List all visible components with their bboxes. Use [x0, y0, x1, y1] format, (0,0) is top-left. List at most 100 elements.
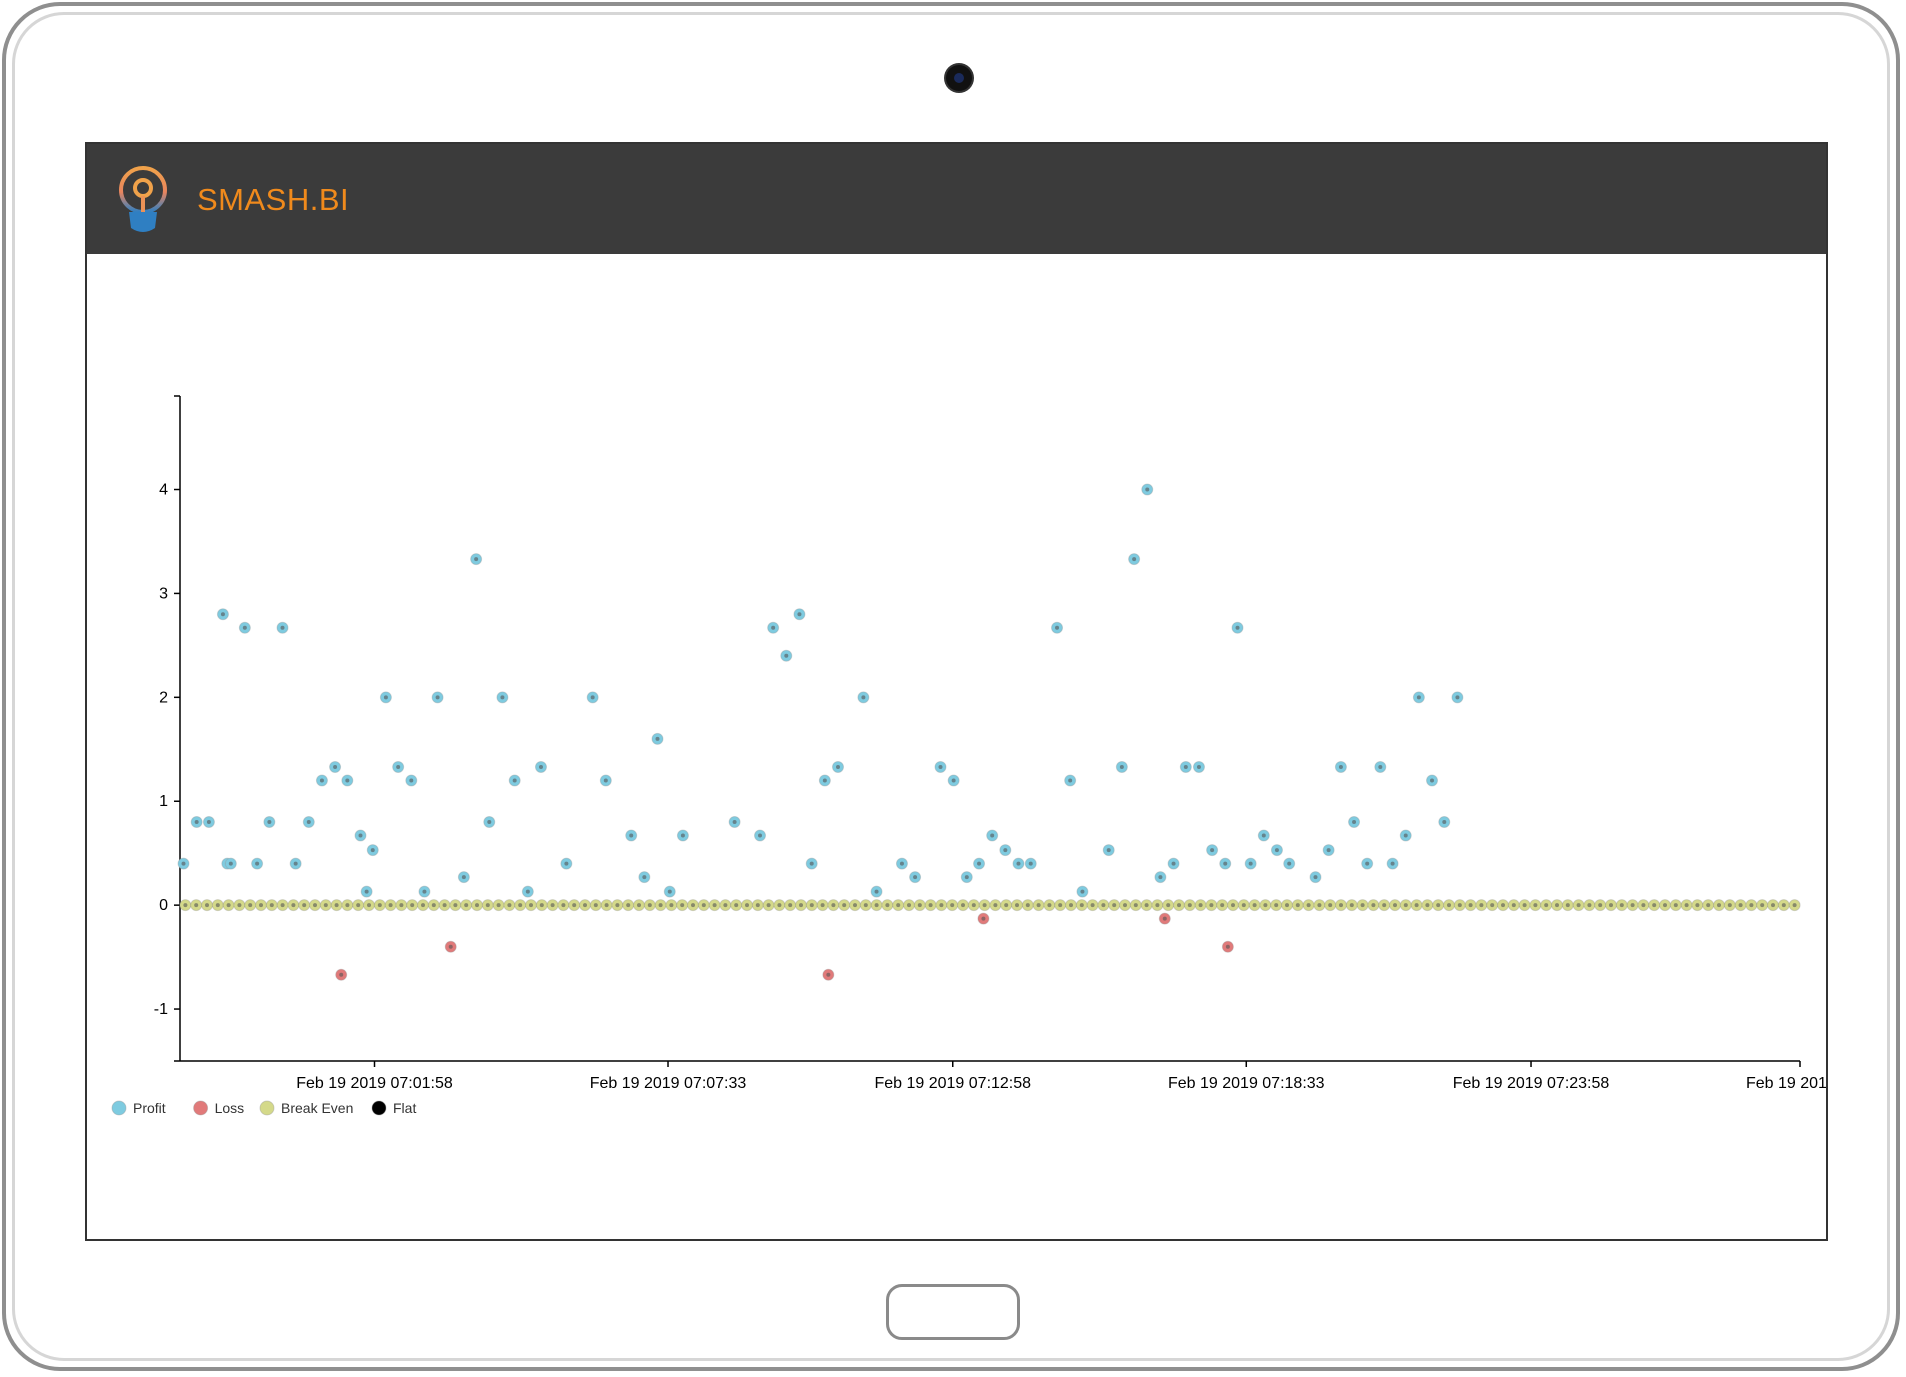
- profit-point-center: [629, 833, 634, 838]
- profit-point-center: [784, 653, 789, 658]
- profit-point-center: [861, 695, 866, 700]
- profit-point-center: [181, 861, 186, 866]
- profit-point-center: [409, 778, 414, 783]
- break-even-point-center: [550, 903, 555, 908]
- profit-point-center: [1326, 848, 1331, 853]
- break-even-point-center: [302, 903, 307, 908]
- break-even-point-center: [766, 903, 771, 908]
- break-even-point-center: [939, 903, 944, 908]
- profit-point-center: [435, 695, 440, 700]
- profit-point-center: [1171, 861, 1176, 866]
- break-even-point-center: [647, 903, 652, 908]
- break-even-point-center: [1436, 903, 1441, 908]
- profit-point-center: [1068, 778, 1073, 783]
- camera-icon: [946, 65, 972, 91]
- profit-point-center: [1442, 820, 1447, 825]
- break-even-point-center: [1490, 903, 1495, 908]
- break-even-point-center: [1749, 903, 1754, 908]
- break-even-point-center: [1727, 903, 1732, 908]
- profit-point-center: [990, 833, 995, 838]
- break-even-point-center: [410, 903, 415, 908]
- x-tick-label: Feb 19 2019: [1746, 1075, 1828, 1092]
- break-even-point-center: [1306, 903, 1311, 908]
- profit-point-center: [835, 764, 840, 769]
- profit-point-center: [1183, 764, 1188, 769]
- break-even-point-center: [1274, 903, 1279, 908]
- profit-point-center: [1119, 764, 1124, 769]
- home-button[interactable]: [886, 1284, 1020, 1340]
- break-even-point-center: [323, 903, 328, 908]
- break-even-point-center: [615, 903, 620, 908]
- profit-point-center: [345, 778, 350, 783]
- break-even-point-center: [356, 903, 361, 908]
- break-even-point-center: [831, 903, 836, 908]
- break-even-point-center: [1004, 903, 1009, 908]
- profit-point-center: [1106, 848, 1111, 853]
- break-even-point-center: [1015, 903, 1019, 908]
- legend-marker-flat: [371, 1100, 387, 1116]
- break-even-point-center: [1447, 903, 1451, 908]
- loss-point-center: [448, 944, 453, 949]
- break-even-point-center: [907, 903, 911, 908]
- profit-point-center: [1235, 625, 1240, 630]
- break-even-point-center: [1241, 903, 1246, 908]
- profit-point-center: [461, 875, 466, 880]
- break-even-point-center: [1792, 903, 1797, 908]
- app-header: SMASH.BI: [87, 144, 1826, 254]
- profit-point-center: [603, 778, 608, 783]
- break-even-point-center: [961, 903, 965, 908]
- profit-point-center: [422, 889, 427, 894]
- break-even-point-center: [820, 903, 825, 908]
- break-even-point-center: [853, 903, 857, 908]
- loss-point-center: [1162, 916, 1167, 921]
- break-even-point-center: [982, 903, 987, 908]
- profit-point-center: [951, 778, 956, 783]
- break-even-point-center: [399, 903, 404, 908]
- break-even-point-center: [1414, 903, 1419, 908]
- loss-point-center: [339, 972, 344, 977]
- break-even-point-center: [1587, 903, 1592, 908]
- break-even-point-center: [572, 903, 577, 908]
- profit-point-center: [538, 764, 543, 769]
- break-even-point-center: [1468, 903, 1473, 908]
- break-even-point-center: [734, 903, 739, 908]
- break-even-point-center: [183, 903, 188, 908]
- profit-point-center: [1223, 861, 1228, 866]
- break-even-point-center: [1652, 903, 1657, 908]
- break-even-point-center: [701, 903, 706, 908]
- break-even-point-center: [475, 903, 479, 908]
- break-even-point-center: [1166, 903, 1171, 908]
- break-even-point-center: [723, 903, 728, 908]
- break-even-point-center: [1576, 903, 1581, 908]
- y-tick-label: 0: [159, 897, 168, 914]
- break-even-point-center: [1349, 903, 1354, 908]
- legend-label-break-even: Break Even: [281, 1100, 353, 1116]
- break-even-point-center: [1706, 903, 1711, 908]
- break-even-point-center: [1522, 903, 1527, 908]
- break-even-point-center: [1317, 903, 1322, 908]
- profit-point-center: [220, 612, 225, 617]
- break-even-point-center: [874, 903, 879, 908]
- break-even-point-center: [1371, 903, 1376, 908]
- break-even-point-center: [518, 903, 523, 908]
- x-tick-label: Feb 19 2019 07:12:58: [874, 1075, 1031, 1092]
- lightbulb-icon: [119, 166, 167, 232]
- profit-point-center: [319, 778, 324, 783]
- profit-point-center: [564, 861, 569, 866]
- break-even-point-center: [1069, 903, 1073, 908]
- break-even-point-center: [1781, 903, 1786, 908]
- break-even-point-center: [1220, 903, 1225, 908]
- break-even-point-center: [1090, 903, 1095, 908]
- profit-point-center: [1080, 889, 1085, 894]
- break-even-point-center: [1393, 903, 1397, 908]
- profit-point-center: [1430, 778, 1435, 783]
- profit-point-center: [333, 764, 338, 769]
- profit-point-center: [242, 625, 247, 630]
- break-even-point-center: [442, 903, 447, 908]
- break-even-point-center: [1533, 903, 1538, 908]
- profit-point-center: [1158, 875, 1163, 880]
- profit-point-center: [771, 625, 776, 630]
- break-even-point-center: [658, 903, 663, 908]
- profit-point-center: [1378, 764, 1383, 769]
- break-even-point-center: [507, 903, 512, 908]
